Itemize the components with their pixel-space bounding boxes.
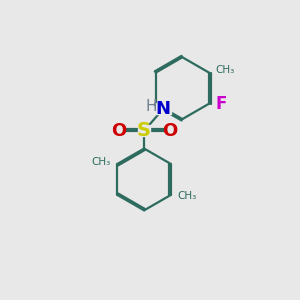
Bar — [156, 103, 171, 114]
Text: CH₃: CH₃ — [177, 191, 196, 201]
Text: O: O — [111, 122, 126, 140]
Bar — [139, 125, 150, 136]
Bar — [165, 126, 175, 136]
Text: H: H — [145, 99, 157, 114]
Text: N: N — [156, 100, 171, 118]
Text: CH₃: CH₃ — [92, 157, 111, 166]
Bar — [113, 126, 124, 136]
Text: O: O — [162, 122, 177, 140]
Text: F: F — [216, 94, 227, 112]
Text: CH₃: CH₃ — [216, 65, 235, 75]
Text: S: S — [137, 122, 151, 140]
